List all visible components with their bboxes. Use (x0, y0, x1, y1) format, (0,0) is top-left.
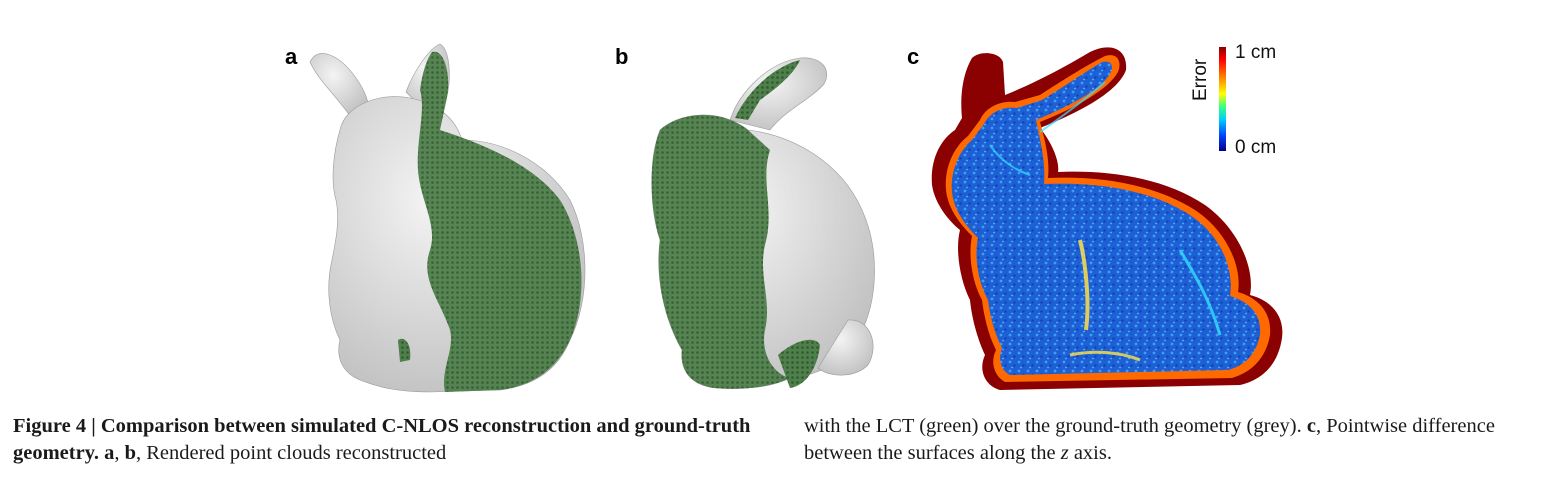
caption-right-column: with the LCT (green) over the ground-tru… (804, 413, 1564, 467)
panel-b-bunny (651, 57, 875, 389)
panel-label-b: b (615, 44, 629, 69)
caption-text-c: , Pointwise difference between the surfa… (804, 415, 1495, 464)
caption-axis: z (1060, 442, 1069, 464)
caption-text-end: axis. (1068, 442, 1112, 464)
caption-ref-a: a (104, 442, 115, 464)
error-colorbar (1219, 47, 1226, 151)
colorbar-max-label: 1 cm (1235, 42, 1277, 63)
panel-label-c: c (907, 44, 920, 69)
caption-figure-number: Figure 4 (13, 415, 87, 437)
figure-artwork (309, 43, 1283, 393)
panel-a-bunny (309, 43, 586, 393)
panel-c-error-map (931, 47, 1283, 390)
caption-text-ab: , Rendered point clouds reconstructed (135, 442, 447, 464)
caption-ref-sep: , (114, 442, 125, 464)
panel-label-a: a (285, 44, 298, 69)
caption-ref-b: b (124, 442, 136, 464)
colorbar-title: Error (1190, 58, 1211, 101)
caption-ref-c: c (1306, 415, 1316, 437)
caption-text-ab-cont: with the LCT (green) over the ground-tru… (804, 415, 1302, 437)
caption-left-column: Figure 4 | Comparison between simulated … (13, 413, 773, 467)
caption-title: Comparison between simulated C-NLOS reco… (13, 415, 751, 464)
colorbar-min-label: 0 cm (1235, 137, 1277, 158)
caption-separator: | (86, 415, 101, 437)
